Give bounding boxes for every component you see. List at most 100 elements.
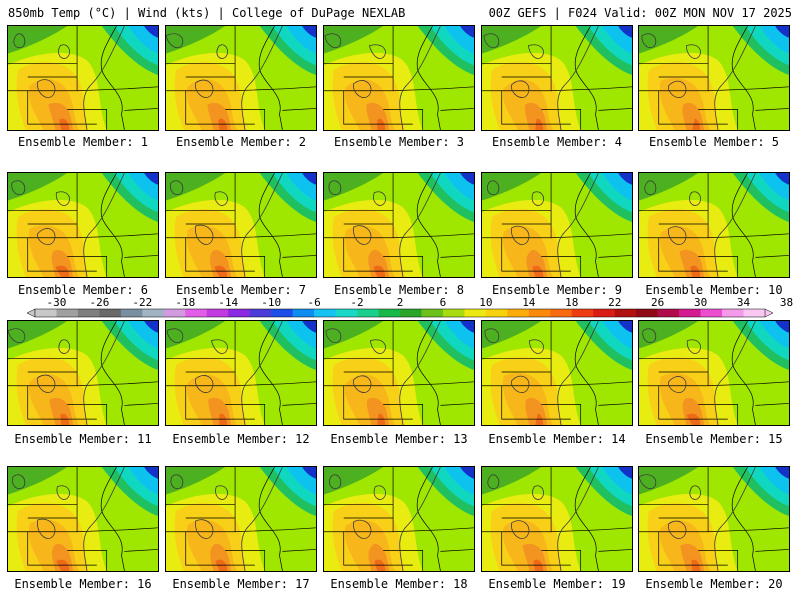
colorbar-swatch	[528, 309, 551, 317]
colorbar-swatch	[550, 309, 573, 317]
ensemble-member-map	[323, 172, 475, 278]
colorbar-swatch	[700, 309, 723, 317]
ensemble-member-map	[165, 320, 317, 426]
ensemble-member-map	[638, 172, 790, 278]
ensemble-member-label: Ensemble Member: 20	[645, 577, 783, 591]
colorbar-swatch	[743, 309, 766, 317]
colorbar-swatch	[185, 309, 208, 317]
temperature-field-map	[324, 173, 474, 277]
ensemble-member-label: Ensemble Member: 8	[333, 283, 465, 297]
temperature-field-map	[166, 321, 316, 425]
colorbar-swatch	[249, 309, 272, 317]
ensemble-member-map	[165, 466, 317, 572]
temperature-colorbar: -30 -26 -22 -18 -14 -10 -6 -2 2 6 10 14 18 22 26 30 34 38…	[26, 296, 793, 318]
temperature-field-map	[639, 26, 789, 130]
colorbar-tick-label: -30	[47, 296, 67, 309]
colorbar-swatch	[335, 309, 358, 317]
colorbar-swatch	[507, 309, 530, 317]
ensemble-member-label: Ensemble Member: 18	[330, 577, 468, 591]
colorbar-swatch	[35, 309, 57, 317]
temperature-field-map	[8, 26, 158, 130]
ensemble-member-label: Ensemble Member: 16	[14, 577, 152, 591]
colorbar-tick-label: 22	[608, 296, 621, 309]
map-title: 850mb Temp (°C) | Wind (kts) | College o…	[8, 6, 406, 20]
ensemble-member-label: Ensemble Member: 9	[491, 283, 623, 297]
colorbar-swatch	[142, 309, 165, 317]
ensemble-member-map	[165, 172, 317, 278]
temperature-field-map	[8, 173, 158, 277]
colorbar-swatch	[400, 309, 422, 317]
colorbar-swatch	[636, 309, 658, 317]
colorbar-swatch	[120, 309, 143, 317]
ensemble-member-label: Ensemble Member: 5	[648, 135, 780, 149]
colorbar-swatch	[228, 309, 251, 317]
ensemble-member-label: Ensemble Member: 4	[491, 135, 623, 149]
colorbar-swatch	[163, 309, 186, 317]
colorbar-tick-label: -6	[307, 296, 320, 309]
colorbar-swatch	[657, 309, 680, 317]
colorbar-tick-label: -18	[175, 296, 195, 309]
ensemble-member-map	[638, 466, 790, 572]
colorbar-tick-label: 6	[440, 296, 447, 309]
ensemble-member-label: Ensemble Member: 19	[488, 577, 626, 591]
ensemble-member-map	[481, 172, 633, 278]
ensemble-member-label: Ensemble Member: 17	[172, 577, 310, 591]
colorbar-tick-label: -2	[350, 296, 363, 309]
colorbar-left-arrow	[26, 308, 36, 318]
temperature-field-map	[482, 321, 632, 425]
temperature-field-map	[166, 26, 316, 130]
colorbar-swatch	[593, 309, 616, 317]
colorbar-swatch	[99, 309, 122, 317]
colorbar-swatch	[614, 309, 637, 317]
ensemble-member-map	[165, 25, 317, 131]
ensemble-member-label: Ensemble Member: 1	[17, 135, 149, 149]
colorbar-tick-label: 34	[737, 296, 751, 309]
colorbar-tick-label: -10	[261, 296, 281, 309]
colorbar-right-arrow	[764, 308, 774, 318]
temperature-field-map	[482, 26, 632, 130]
temperature-field-map	[639, 173, 789, 277]
colorbar-tick-label: 18	[565, 296, 578, 309]
ensemble-member-label: Ensemble Member: 7	[175, 283, 307, 297]
colorbar-tick-label: 2	[397, 296, 404, 309]
colorbar-tick-label: 26	[651, 296, 664, 309]
colorbar-swatch	[722, 309, 744, 317]
colorbar-swatch	[421, 309, 444, 317]
temperature-field-map	[639, 467, 789, 571]
colorbar-swatch	[314, 309, 336, 317]
ensemble-member-label: Ensemble Member: 12	[172, 432, 310, 446]
ensemble-member-map	[481, 320, 633, 426]
colorbar-frame	[34, 308, 766, 318]
ensemble-member-map	[481, 25, 633, 131]
ensemble-member-map	[481, 466, 633, 572]
colorbar-swatch	[357, 309, 379, 317]
ensemble-member-label: Ensemble Member: 2	[175, 135, 307, 149]
colorbar-tick-label: 30	[694, 296, 707, 309]
ensemble-member-map	[323, 466, 475, 572]
ensemble-member-map	[323, 25, 475, 131]
ensemble-member-map	[638, 25, 790, 131]
temperature-field-map	[166, 467, 316, 571]
ensemble-member-label: Ensemble Member: 3	[333, 135, 465, 149]
colorbar-swatch	[679, 309, 701, 317]
temperature-field-map	[8, 321, 158, 425]
temperature-field-map	[8, 467, 158, 571]
colorbar-swatch	[464, 309, 487, 317]
colorbar-swatch	[206, 309, 229, 317]
ensemble-member-map	[323, 320, 475, 426]
colorbar-tick-label: -22	[132, 296, 152, 309]
ensemble-member-label: Ensemble Member: 6	[17, 283, 149, 297]
ensemble-member-map	[7, 320, 159, 426]
colorbar-swatch	[378, 309, 401, 317]
temperature-field-map	[482, 467, 632, 571]
colorbar-tick-label: 38	[780, 296, 793, 309]
colorbar-tick-label: -14	[218, 296, 238, 309]
temperature-field-map	[324, 467, 474, 571]
ensemble-member-label: Ensemble Member: 13	[330, 432, 468, 446]
ensemble-member-map	[7, 466, 159, 572]
colorbar-swatch	[292, 309, 315, 317]
colorbar-swatch	[56, 309, 79, 317]
colorbar-tick-label: 14	[522, 296, 536, 309]
colorbar-swatch	[571, 309, 594, 317]
model-run-valid-time: 00Z GEFS | F024 Valid: 00Z MON NOV 17 20…	[488, 6, 792, 20]
